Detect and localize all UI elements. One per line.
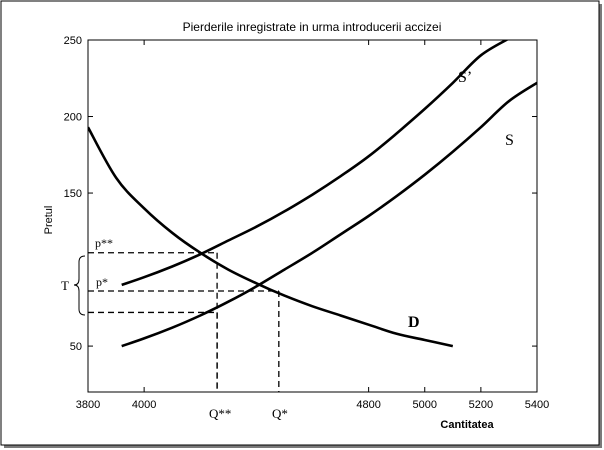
- tax-bracket: [73, 255, 86, 316]
- x-tick-label: 5400: [525, 399, 549, 411]
- x-tick-label: 5200: [469, 399, 493, 411]
- guide-lines: [88, 252, 280, 392]
- label-p-double-star: p**: [95, 236, 113, 250]
- label-s: S: [505, 132, 514, 149]
- series-line-supply: [121, 81, 537, 348]
- label-d: D: [408, 314, 420, 331]
- y-tick-label: 150: [64, 188, 82, 200]
- plot-area: [87, 39, 538, 393]
- x-tick-label: 4000: [132, 399, 156, 411]
- chart-title: Pierderile inregistrate in urma introduc…: [183, 20, 442, 34]
- y-tick-label: 250: [64, 35, 82, 47]
- x-tick-label: 5000: [413, 399, 437, 411]
- label-tax: T: [61, 278, 69, 293]
- label-q-double-star: Q**: [209, 406, 231, 421]
- series-line-demand: [88, 126, 454, 348]
- x-tick-label: 4800: [356, 399, 380, 411]
- series-lines: [88, 40, 537, 348]
- x-tick-label: 3800: [76, 399, 100, 411]
- series-line-supply-shifted: [121, 40, 509, 287]
- axis-ticks: 3800 4000 4800 5000 5200 5400 50 150 200 250: [64, 35, 550, 411]
- label-q-star: Q*: [272, 406, 288, 421]
- y-axis-label: Pretul: [43, 206, 55, 235]
- x-axis-label: Cantitatea: [440, 419, 494, 431]
- label-s-prime: S’: [458, 69, 472, 86]
- y-tick-label: 200: [64, 112, 82, 124]
- label-p-star: p*: [96, 275, 108, 289]
- y-tick-label: 50: [70, 341, 82, 353]
